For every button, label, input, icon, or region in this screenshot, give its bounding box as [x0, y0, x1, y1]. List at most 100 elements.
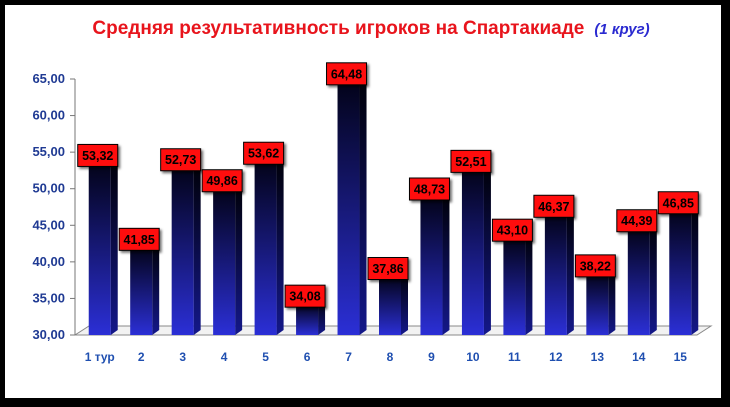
bar: [627, 224, 657, 335]
bar: [461, 165, 491, 335]
bar: [171, 163, 201, 335]
y-tick-label: 35,00: [32, 290, 65, 305]
data-label-text: 53,62: [248, 147, 279, 161]
data-label-box: [367, 257, 409, 281]
bar-chart: Средняя результативность игроков на Спар…: [32, 18, 713, 364]
data-label-text: 46,85: [663, 196, 694, 210]
bar-side: [276, 157, 284, 335]
data-label-box: [326, 62, 368, 86]
bar-side: [359, 77, 367, 335]
bar-side: [401, 272, 408, 335]
data-label-text: 52,51: [455, 155, 486, 169]
x-tick-label: 11: [508, 350, 521, 364]
y-tick-label: 50,00: [32, 181, 65, 196]
data-label-text: 37,86: [372, 262, 403, 276]
bar-side: [318, 300, 326, 335]
bar-front: [296, 305, 319, 335]
data-label: 41,85: [118, 227, 160, 251]
bar-front: [379, 277, 401, 335]
data-label-box: [533, 194, 575, 218]
data-label: 48,73: [408, 177, 450, 201]
data-label-box: [408, 177, 450, 201]
x-tick-label: 13: [591, 350, 605, 364]
data-label-box: [243, 141, 285, 165]
data-label-text: 49,86: [206, 174, 237, 188]
data-label: 46,85: [657, 191, 699, 215]
bar-front: [627, 229, 650, 335]
bar: [254, 157, 284, 335]
bar-front: [544, 215, 567, 335]
bar: [130, 243, 160, 335]
data-label: 37,86: [367, 257, 409, 281]
x-tick-label: 5: [262, 350, 269, 364]
bar: [420, 193, 450, 335]
bar: [669, 206, 699, 335]
data-label: 46,37: [533, 194, 575, 218]
bar: [337, 77, 367, 335]
bar: [544, 210, 574, 335]
bar-side: [608, 269, 616, 335]
bar-front: [420, 198, 443, 335]
data-label: 34,08: [284, 284, 326, 308]
x-tick-label: 1 тур: [85, 350, 115, 364]
data-label-text: 34,08: [289, 290, 320, 304]
bar: [88, 159, 118, 335]
bar-front: [213, 189, 236, 335]
data-label: 43,10: [491, 218, 533, 242]
data-label: 52,73: [160, 148, 202, 172]
bar-front: [461, 170, 484, 335]
bar-side: [483, 165, 491, 335]
x-tick-label: 15: [674, 350, 688, 364]
bar: [586, 269, 616, 335]
data-label: 53,62: [243, 141, 285, 165]
data-label: 52,51: [450, 149, 492, 173]
data-label-text: 53,32: [82, 149, 113, 163]
data-label-text: 52,73: [165, 153, 196, 167]
bar: [379, 272, 408, 335]
data-label-box: [284, 284, 326, 308]
bar-front: [669, 211, 692, 335]
x-tick-label: 4: [221, 350, 228, 364]
bar-side: [566, 210, 574, 335]
bar-side: [691, 206, 699, 335]
data-label-text: 41,85: [124, 233, 155, 247]
data-label-box: [491, 218, 533, 242]
bar-front: [337, 82, 360, 335]
data-label-text: 38,22: [580, 259, 611, 273]
bar-front: [586, 274, 609, 335]
y-tick-label: 60,00: [32, 108, 65, 123]
bar: [503, 234, 533, 335]
x-tick-label: 8: [387, 350, 394, 364]
bar-side: [152, 243, 160, 335]
bar: [213, 184, 243, 335]
y-tick-label: 45,00: [32, 217, 65, 232]
y-tick-label: 30,00: [32, 327, 65, 342]
data-label-text: 48,73: [414, 183, 445, 197]
data-label-box: [160, 148, 202, 172]
bar-front: [254, 162, 277, 335]
x-tick-label: 9: [428, 350, 435, 364]
data-label: 49,86: [201, 169, 243, 193]
data-label-text: 43,10: [497, 224, 528, 238]
data-label-box: [118, 227, 160, 251]
bar-front: [130, 248, 153, 335]
x-tick-label: 2: [138, 350, 145, 364]
bar-side: [649, 224, 657, 335]
bar-side: [442, 193, 450, 335]
bar-front: [503, 239, 526, 335]
x-tick-label: 3: [179, 350, 186, 364]
bar-side: [525, 234, 533, 335]
data-label-box: [450, 149, 492, 173]
x-tick-label: 7: [345, 350, 352, 364]
chart-title: Средняя результативность игроков на Спар…: [92, 18, 649, 39]
data-label: 44,39: [616, 209, 658, 233]
data-label: 53,32: [77, 143, 119, 167]
data-label-box: [616, 209, 658, 233]
data-label-box: [574, 254, 616, 278]
x-tick-label: 10: [466, 350, 480, 364]
x-tick-label: 14: [632, 350, 646, 364]
x-tick-label: 12: [549, 350, 563, 364]
chart-frame: Средняя результативность игроков на Спар…: [3, 3, 723, 400]
data-label-box: [657, 191, 699, 215]
bar-front: [88, 164, 111, 335]
